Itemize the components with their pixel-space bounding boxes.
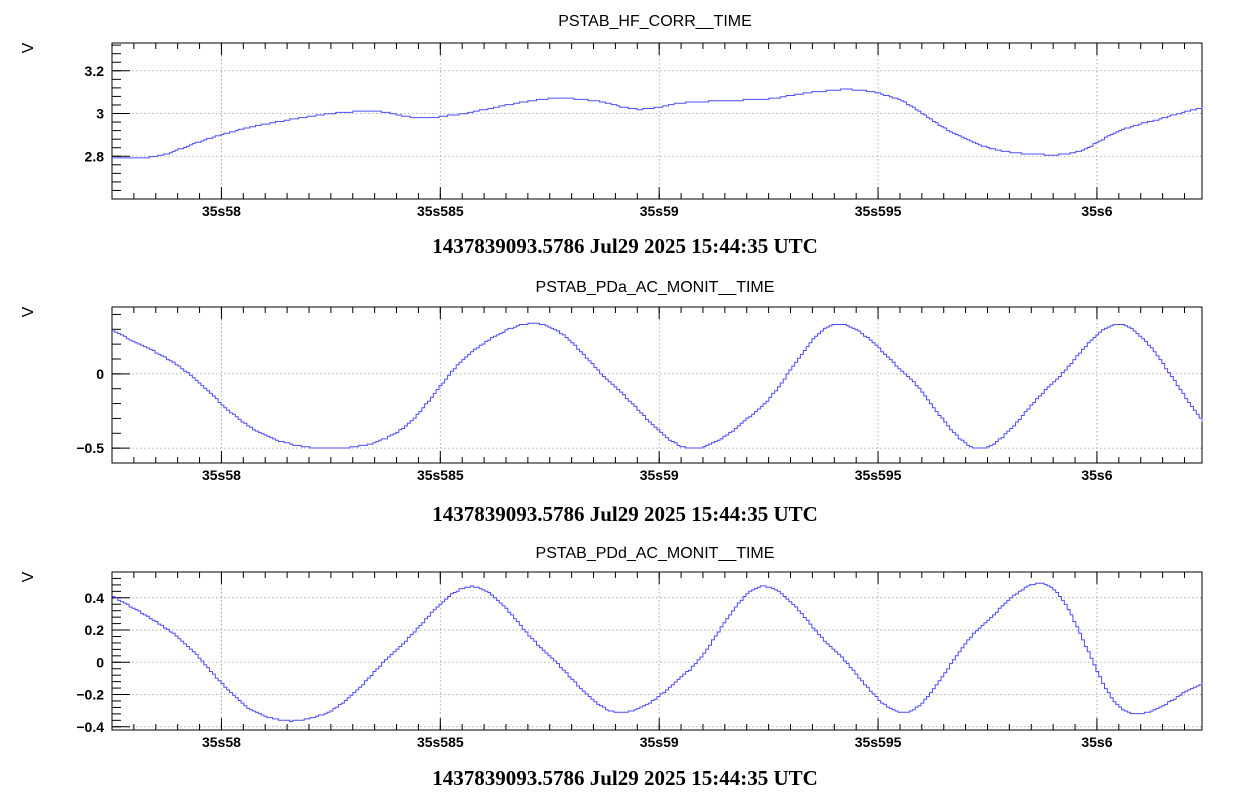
data-trace	[112, 322, 1203, 449]
y-tick-labels: −0.4 −0.2 0 0.2 0.4	[76, 590, 104, 735]
data-trace	[112, 88, 1203, 159]
chart-panel-pdd-ac-monit: PSTAB_PDd_AC_MONIT__TIME V −0.4 −0.2 0 0.2 0…	[20, 545, 1203, 790]
chart-title: PSTAB_PDd_AC_MONIT__TIME	[536, 545, 775, 562]
x-axis-title: 1437839093.5786 Jul29 2025 15:44:35 UTC	[432, 502, 818, 526]
x-tick-label: 35s58	[202, 203, 241, 219]
y-tick-label: 2.8	[85, 148, 105, 164]
grid-lines	[112, 43, 1202, 199]
plot-frame	[111, 306, 1203, 464]
data-trace	[112, 582, 1203, 722]
y-tick-labels: −0.5 0	[76, 366, 104, 456]
x-tick-labels: 35s58 35s585 35s59 35s595 35s6	[202, 467, 1113, 483]
x-tick-label: 35s6	[1081, 467, 1112, 483]
y-tick-label: 3.2	[85, 63, 105, 79]
x-tick-label: 35s59	[640, 734, 679, 750]
x-tick-label: 35s595	[855, 734, 902, 750]
y-tick-labels: 2.8 3 3.2	[85, 63, 105, 164]
chart-title: PSTAB_HF_CORR__TIME	[558, 13, 752, 30]
x-tick-label: 35s595	[855, 203, 902, 219]
y-tick-label: 0	[96, 654, 104, 670]
x-tick-label: 35s58	[202, 734, 241, 750]
x-tick-label: 35s58	[202, 467, 241, 483]
y-tick-label: −0.4	[76, 719, 104, 735]
grid-lines	[112, 307, 1202, 463]
x-tick-label: 35s585	[417, 734, 464, 750]
axis-ticks	[112, 571, 1185, 730]
x-axis-title: 1437839093.5786 Jul29 2025 15:44:35 UTC	[432, 234, 818, 258]
chart-title: PSTAB_PDa_AC_MONIT__TIME	[536, 279, 775, 296]
x-tick-label: 35s59	[640, 467, 679, 483]
x-tick-label: 35s6	[1081, 734, 1112, 750]
y-tick-label: 0	[96, 366, 104, 382]
y-axis-label: V	[20, 42, 37, 53]
axis-ticks	[112, 307, 1185, 463]
grid-lines	[112, 572, 1202, 730]
x-tick-label: 35s595	[855, 467, 902, 483]
x-tick-label: 35s59	[640, 203, 679, 219]
plot-frame	[111, 571, 1203, 731]
y-tick-label: −0.5	[76, 440, 104, 456]
chart-panel-pda-ac-monit: PSTAB_PDa_AC_MONIT__TIME V −0.50 35s58 35…	[20, 279, 1203, 526]
y-tick-label: 0.4	[85, 590, 105, 606]
y-tick-label: −0.2	[76, 687, 104, 703]
y-tick-label: 0.2	[85, 622, 105, 638]
x-tick-label: 35s585	[417, 203, 464, 219]
chart-panel-hf-corr: PSTAB_HF_CORR__TIME V 2.833.2 35s58 35s58…	[20, 13, 1203, 258]
y-axis-label: V	[20, 306, 37, 317]
x-tick-label: 35s585	[417, 467, 464, 483]
x-axis-title: 1437839093.5786 Jul29 2025 15:44:35 UTC	[432, 766, 818, 790]
axis-ticks	[112, 43, 1185, 200]
plot-frame	[111, 42, 1203, 200]
x-tick-label: 35s6	[1081, 203, 1112, 219]
x-tick-labels: 35s58 35s585 35s59 35s595 35s6	[202, 203, 1113, 219]
x-tick-labels: 35s58 35s585 35s59 35s595 35s6	[202, 734, 1113, 750]
y-axis-label: V	[20, 571, 37, 582]
y-tick-label: 3	[96, 106, 104, 122]
